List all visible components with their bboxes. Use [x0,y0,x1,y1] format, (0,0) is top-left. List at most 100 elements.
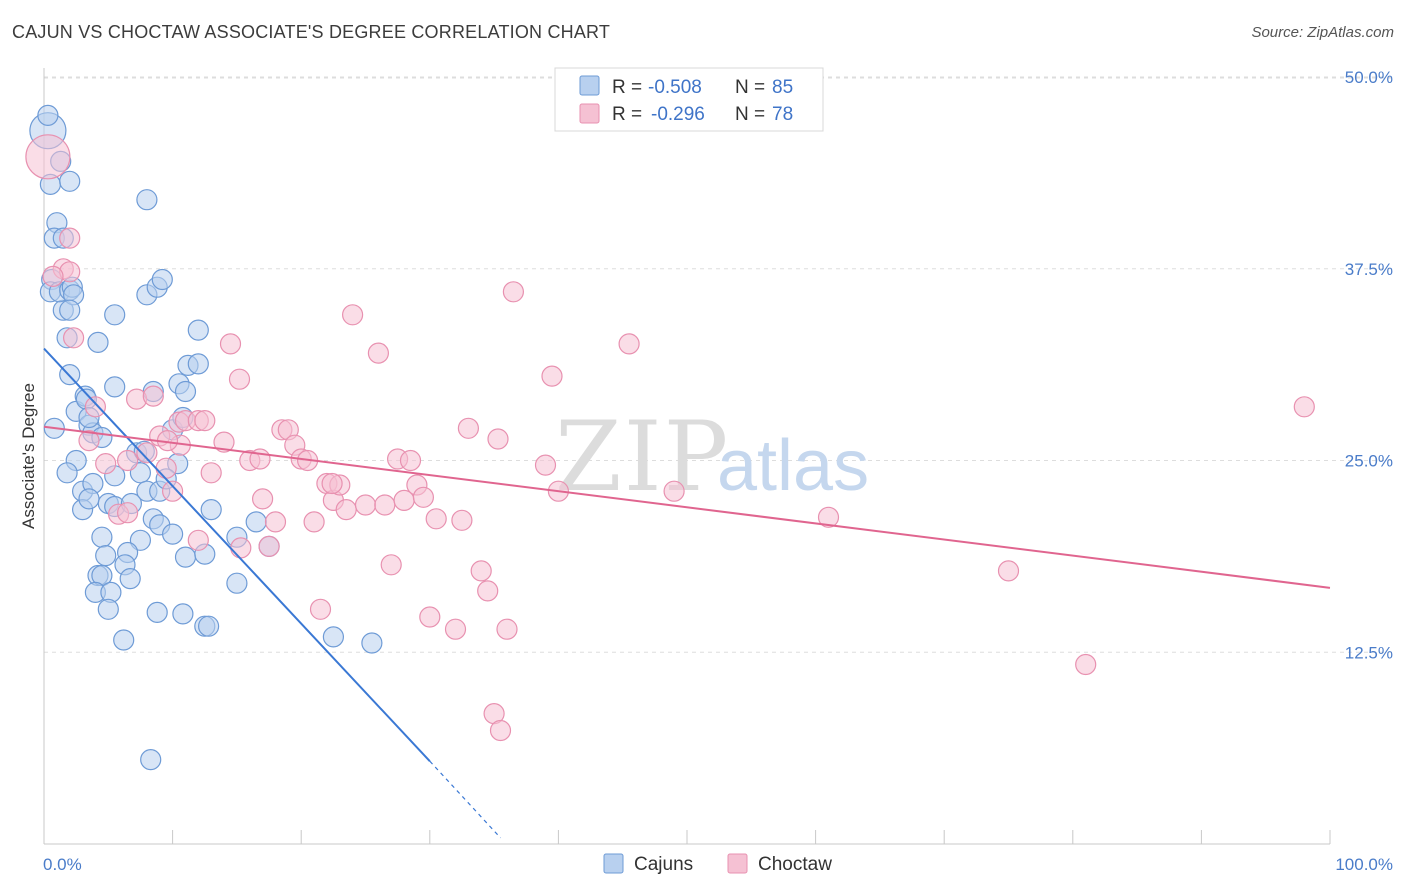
choctaw-point [230,537,252,559]
cajun-point [174,546,197,568]
choctaw-point [309,598,332,620]
choctaw-point [194,410,216,432]
choctaw-point [62,327,85,349]
choctaw-point [1293,396,1315,418]
legend-r-label-choctaw: R = [612,104,642,125]
choctaw-point [470,560,492,582]
choctaw-point [1075,653,1097,676]
cajun-point [113,629,135,651]
choctaw-point [303,511,325,533]
bottom-legend-label-cajuns[interactable]: Cajuns [634,854,693,875]
choctaw-point [187,529,209,551]
choctaw-point [487,428,509,450]
cajun-point [187,353,209,375]
choctaw-point [425,508,447,530]
choctaw-point [42,265,64,287]
cajun-point [226,572,248,594]
cajun-point [104,304,126,326]
cajun-point [245,511,267,533]
choctaw-point [541,365,563,387]
cajun-point [200,499,222,521]
x-tick-label-max: 100.0% [1335,855,1393,874]
choctaw-point [78,430,100,452]
bottom-legend-swatch-cajuns[interactable] [603,853,624,874]
cajun-point [198,615,220,637]
choctaw-point [451,509,473,531]
legend-n-label-choctaw: N = [735,104,765,125]
legend-r-value-choctaw: -0.296 [651,104,705,125]
y-tick-label: 12.5% [1345,643,1393,662]
cajun-point [172,603,194,625]
choctaw-point [335,499,357,521]
choctaw-point [489,719,512,742]
choctaw-point [477,580,499,602]
choctaw-point [817,506,840,528]
choctaw-point [59,227,81,249]
legend-swatch-cajuns [579,75,600,96]
choctaw-point [264,511,287,533]
cajun-point [129,462,151,484]
choctaw-point [399,449,422,472]
cajun-point [91,526,113,548]
legend-box-frame [554,67,824,132]
choctaw-point [354,494,377,516]
cajun-point [95,544,117,567]
choctaw-point [142,385,164,407]
choctaw-point [412,486,434,508]
cajun-trend-extension [429,760,501,839]
x-tick-label-min: 0.0% [43,855,82,874]
choctaw-point [25,134,71,180]
cajun-point [187,319,209,341]
choctaw-trend-line [43,425,1331,589]
cajun-point [146,601,168,624]
legend-n-label-cajuns: N = [735,77,765,98]
legend-n-value-choctaw: 78 [772,104,793,125]
y-tick-labels: 12.5% 25.0% 37.5% 50.0% [1345,68,1393,662]
series-choctaw [25,134,1315,742]
y-tick-label: 50.0% [1345,68,1393,87]
cajun-point [136,189,158,211]
y-axis-title: Associate's Degree [19,383,38,529]
choctaw-point [200,462,222,484]
chart-title: CAJUN VS CHOCTAW ASSOCIATE'S DEGREE CORR… [12,22,611,42]
choctaw-point [367,342,389,364]
choctaw-point [419,606,441,628]
choctaw-point [213,431,235,453]
choctaw-point [457,417,479,439]
cajun-point [361,632,383,654]
cajun-point [56,462,78,484]
cajun-point [322,626,344,648]
watermark-atlas: atlas [717,426,869,506]
legend-n-value-cajuns: 85 [772,77,793,98]
bottom-legend-label-choctaw[interactable]: Choctaw [758,854,832,875]
choctaw-point [997,560,1020,582]
choctaw-point [321,472,343,495]
cajun-point [140,748,162,771]
cajun-point [104,376,126,398]
choctaw-point [219,333,242,355]
cajun-point [119,567,141,590]
choctaw-point [84,396,107,418]
choctaw-point [342,304,364,326]
y-tick-label: 25.0% [1345,452,1393,471]
choctaw-point [116,502,139,524]
cajun-point [37,104,59,127]
chart-source: Source: ZipAtlas.com [1251,24,1394,41]
cajun-point [59,299,81,321]
cajun-point [78,488,100,510]
choctaw-point [502,281,525,303]
choctaw-point [155,457,177,479]
choctaw-point [663,480,685,502]
bottom-legend-swatch-choctaw[interactable] [727,853,748,874]
choctaw-point [374,494,396,516]
cajun-point [162,523,184,545]
choctaw-point [116,449,139,472]
legend-r-value-cajuns: -0.508 [648,77,702,98]
legend-box: R = -0.508 N = 85 R = -0.296 N = 78 [554,67,824,132]
choctaw-point [136,442,158,464]
cajun-point [174,380,197,403]
choctaw-point [380,554,402,576]
watermark-zip: ZIP [555,401,730,513]
choctaw-point [258,535,280,558]
